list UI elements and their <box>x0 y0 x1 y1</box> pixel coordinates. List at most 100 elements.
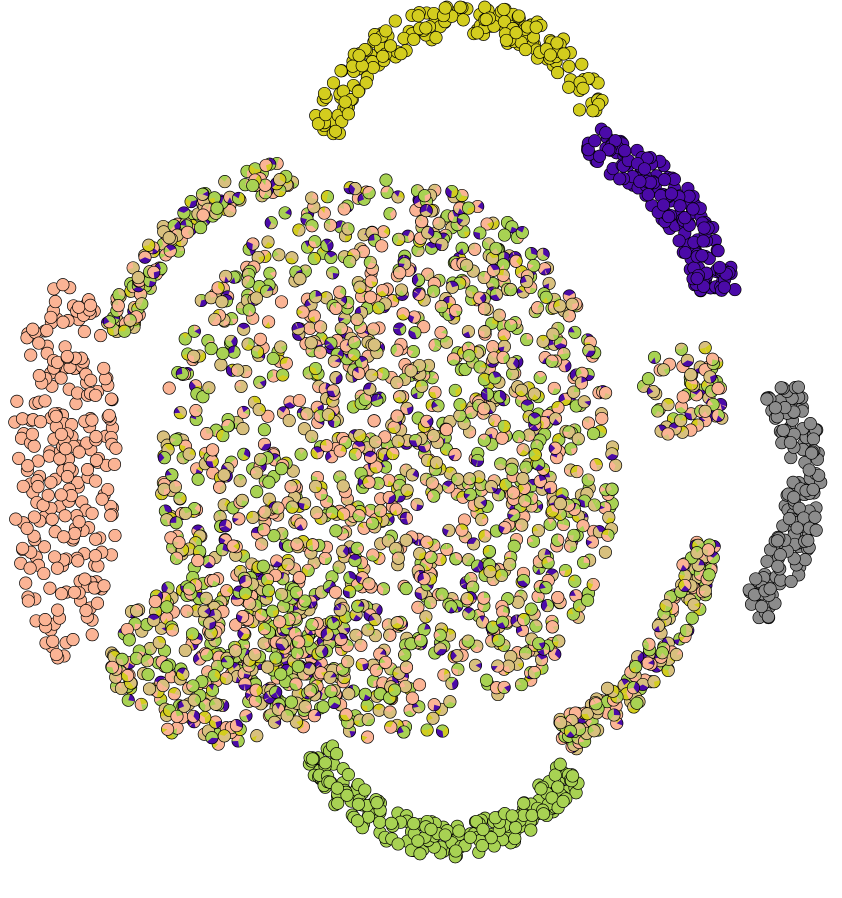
scatter-point <box>79 604 93 618</box>
scatter-point <box>543 48 557 62</box>
scatter-point <box>80 463 95 477</box>
scatter-point <box>556 794 570 808</box>
scatter-point <box>524 823 538 837</box>
scatter-point <box>334 64 348 78</box>
scatter-point-mixed <box>630 696 644 710</box>
scatter-point <box>518 43 533 57</box>
scatter-point-mixed <box>600 681 615 695</box>
scatter-point <box>352 48 366 63</box>
scatter-point <box>641 188 655 202</box>
scatter-point <box>770 534 785 548</box>
scatter-point <box>97 361 111 375</box>
scatter-point-mixed <box>308 235 322 249</box>
scatter-point <box>572 103 587 117</box>
scatter-point <box>361 810 376 824</box>
scatter-point <box>550 36 564 50</box>
scatter-point <box>351 797 365 811</box>
scatter-point-mixed <box>112 288 126 302</box>
scatter-point <box>54 488 68 502</box>
scatter-point <box>306 752 320 766</box>
scatter-point <box>358 783 372 797</box>
scatter-point <box>633 174 647 189</box>
scatter-point <box>806 482 820 497</box>
scatter-point <box>728 283 742 297</box>
scatter-point <box>341 768 355 782</box>
scatter-point-mixed <box>334 321 348 336</box>
scatter-point <box>330 781 344 795</box>
scatter-point <box>384 816 398 830</box>
scatter-point-mixed <box>195 187 210 201</box>
scatter-point <box>107 457 122 471</box>
scatter-point <box>760 392 774 406</box>
scatter-point-mixed <box>264 216 278 230</box>
scatter-point <box>40 323 54 338</box>
scatter-point <box>78 572 92 586</box>
scatter-point <box>95 492 109 506</box>
scatter-point-mixed <box>259 158 273 172</box>
scatter-point-mixed <box>563 724 577 738</box>
scatter-point-mixed <box>131 271 145 285</box>
scatter-point <box>89 453 103 467</box>
scatter-point <box>366 61 380 75</box>
scatter-point <box>376 49 390 63</box>
scatter-point-mixed <box>257 423 271 437</box>
scatter-point <box>10 394 24 408</box>
scatter-point <box>509 26 523 40</box>
scatter-point-mixed <box>659 599 673 613</box>
scatter-point <box>370 796 384 810</box>
scatter-point <box>84 373 98 387</box>
scatter-point-mixed <box>554 716 568 730</box>
scatter-point <box>452 824 466 838</box>
scatter-point-mixed <box>253 375 267 389</box>
scatter-point <box>25 427 39 441</box>
scatter-point <box>49 647 63 662</box>
scatter-point-mixed <box>538 262 552 276</box>
scatter-point-mixed <box>177 206 191 220</box>
scatter-point-mixed <box>355 657 369 672</box>
scatter-point-mixed <box>702 568 716 582</box>
scatter-point <box>330 747 344 761</box>
scatter-point-mixed <box>589 697 603 711</box>
scatter-point <box>475 839 489 853</box>
scatter-point <box>557 47 571 61</box>
scatter-point <box>19 576 33 590</box>
scatter-point <box>678 246 692 260</box>
scatter-point <box>90 596 105 610</box>
scatter-point-mixed <box>246 178 260 193</box>
scatter-point-mixed <box>651 619 665 633</box>
scatter-point-mixed <box>210 201 224 215</box>
scatter-point <box>551 780 565 794</box>
scatter-point <box>806 432 820 446</box>
scatter-point <box>60 470 74 484</box>
scatter-point <box>497 2 511 17</box>
scatter-point <box>23 561 37 575</box>
scatter-point-mixed <box>470 559 485 573</box>
scatter-point <box>449 844 463 858</box>
scatter-point <box>760 554 774 568</box>
scatter-point <box>411 9 425 23</box>
scatter-point <box>88 388 103 402</box>
scatter-point <box>479 12 493 26</box>
scatter-point <box>54 371 68 385</box>
scatter-point <box>319 108 333 122</box>
scatter-point <box>551 66 565 80</box>
scatter-point-mixed <box>111 299 125 313</box>
scatter-point <box>83 298 98 312</box>
scatter-point <box>656 198 671 212</box>
scatter-point <box>44 310 58 324</box>
scatter-point <box>104 508 118 523</box>
scatter-point-mixed <box>262 475 276 489</box>
scatter-point <box>311 117 325 131</box>
scatter-point-mixed <box>282 414 296 428</box>
scatter-point <box>562 80 576 94</box>
scatter-point <box>662 210 676 224</box>
scatter-point-mixed <box>410 497 424 511</box>
scatter-point <box>54 427 68 441</box>
cluster-bottom-green-arc <box>302 739 585 864</box>
scatter-point <box>696 234 710 248</box>
scatter-point <box>31 480 45 494</box>
scatter-point-mixed <box>468 658 483 672</box>
scatter-point-mixed <box>494 457 508 471</box>
scatter-point <box>438 1 452 15</box>
scatter-point <box>790 521 804 535</box>
